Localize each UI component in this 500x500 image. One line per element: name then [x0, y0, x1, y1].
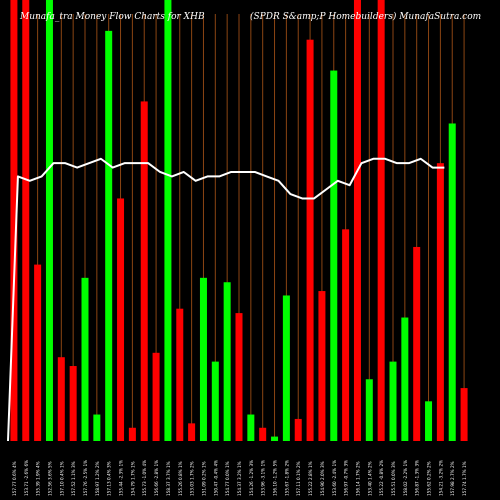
bar — [377, 0, 385, 441]
bar — [199, 277, 207, 441]
line-series — [7, 157, 445, 442]
bar — [413, 246, 421, 441]
bar — [45, 0, 53, 441]
tick-label: 157.98 2.7% 2% — [450, 461, 455, 496]
tick-label: 157.74 1.7% 1% — [462, 461, 467, 496]
bar — [176, 308, 184, 441]
tick-label: 156.97 -0.7% 3% — [344, 460, 349, 496]
tick-label: 156.66 -2.8% 1% — [154, 460, 159, 496]
bar — [69, 366, 77, 441]
tick-label: 158.02 -2.2% 1% — [403, 460, 408, 496]
tick-label: 153.40 1.4% 2% — [367, 461, 372, 496]
bar — [425, 401, 433, 441]
tick-label: 155.73 -1.0% 4% — [142, 460, 147, 496]
tick-label: 157.13 0.4% 3% — [107, 461, 112, 496]
tick-label: 154.79 1.7% 1% — [130, 461, 135, 496]
bar — [342, 229, 350, 441]
bar — [436, 163, 444, 442]
tick-label: 157.76 -2.5% 1% — [83, 460, 88, 496]
tick-label: 153.60 -2.4% 1% — [332, 460, 337, 496]
tick-label: 155.51 0.0% 3% — [391, 461, 396, 496]
bar — [365, 379, 373, 441]
bar — [211, 361, 219, 441]
tick-label: 154.26 -1.2% 3% — [249, 460, 254, 496]
bar — [235, 313, 243, 441]
tick-label: 157.52 1.1% 3% — [71, 461, 76, 496]
tick-label: 154.77 0.0% 1% — [225, 461, 230, 496]
chart-subtitle: (SPDR S&amp;P Homebuilders) MunafaSutra.… — [250, 12, 482, 22]
bar — [271, 436, 279, 441]
bar — [57, 357, 65, 441]
bar — [152, 352, 160, 441]
bar-series — [10, 0, 468, 442]
bar — [223, 282, 231, 441]
tick-label: 155.67 -1.8% 2% — [284, 460, 289, 496]
tick-label: 154.90 2.0% 3% — [320, 461, 325, 496]
bar — [330, 70, 338, 441]
bar — [93, 414, 101, 441]
bar — [140, 101, 148, 442]
bar — [306, 39, 314, 441]
tick-label: 155.22 2.8% 1% — [308, 461, 313, 496]
tick-label: 154.21 -3.2% 2% — [438, 460, 443, 496]
tick-label: 153.03 1.7% 2% — [190, 461, 195, 496]
chart-title: Munafa_tra Money Flow Charts for XHB — [20, 12, 205, 22]
tick-label: 157.11 0.1% 2% — [296, 461, 301, 496]
bar — [389, 361, 397, 441]
bar — [259, 427, 267, 441]
tick-label: 156.10 -1.2% 5% — [273, 460, 278, 496]
bar — [294, 418, 302, 441]
bar — [318, 291, 326, 441]
tick-label: 155.44 -2.3% 1% — [119, 460, 124, 496]
tick-label: 158.37 3.7% 1% — [166, 461, 171, 496]
tick-labels: 157.77 0.6% 4% 153.71 -2.6% 6% 155.39 1.9%… — [12, 460, 467, 496]
bar — [34, 264, 42, 441]
tick-label: 153.96 -3.1% 1% — [261, 460, 266, 496]
bar — [247, 414, 255, 441]
bar — [188, 423, 196, 441]
bar — [128, 427, 136, 441]
bar — [81, 277, 89, 441]
tick-label: 150.47 -0.4% 4% — [213, 460, 218, 496]
tick-label: 156.87 -1.3% 3% — [415, 460, 420, 496]
tick-label: 158.97 1.2% 2% — [95, 461, 100, 496]
bar — [117, 198, 125, 441]
bar — [282, 295, 290, 441]
tick-label: 157.77 0.6% 4% — [12, 461, 17, 496]
tick-label: 155.62 0.2% 2% — [427, 461, 432, 496]
bar — [22, 0, 30, 441]
tick-label: 155.22 -0.8% 2% — [379, 460, 384, 496]
tick-label: 155.39 1.9% 4% — [36, 461, 41, 496]
tick-label: 154.37 3.2% 1% — [237, 461, 242, 496]
tick-label: 152.56 3.6% 5% — [47, 461, 52, 496]
tick-label: 153.71 -2.6% 6% — [24, 460, 29, 496]
bar — [460, 388, 468, 441]
tick-label: 151.09 0.2% 1% — [201, 461, 206, 496]
tick-label: 156.14 1.7% 2% — [355, 461, 360, 496]
bar — [448, 123, 456, 441]
bar — [164, 0, 172, 441]
tick-label: 155.26 0.8% 1% — [178, 461, 183, 496]
bar — [401, 317, 409, 441]
money-flow-line — [7, 157, 445, 442]
bar — [10, 0, 18, 441]
tick-label: 157.10 0.4% 1% — [59, 461, 64, 496]
bar — [353, 0, 361, 441]
bar — [105, 30, 113, 442]
